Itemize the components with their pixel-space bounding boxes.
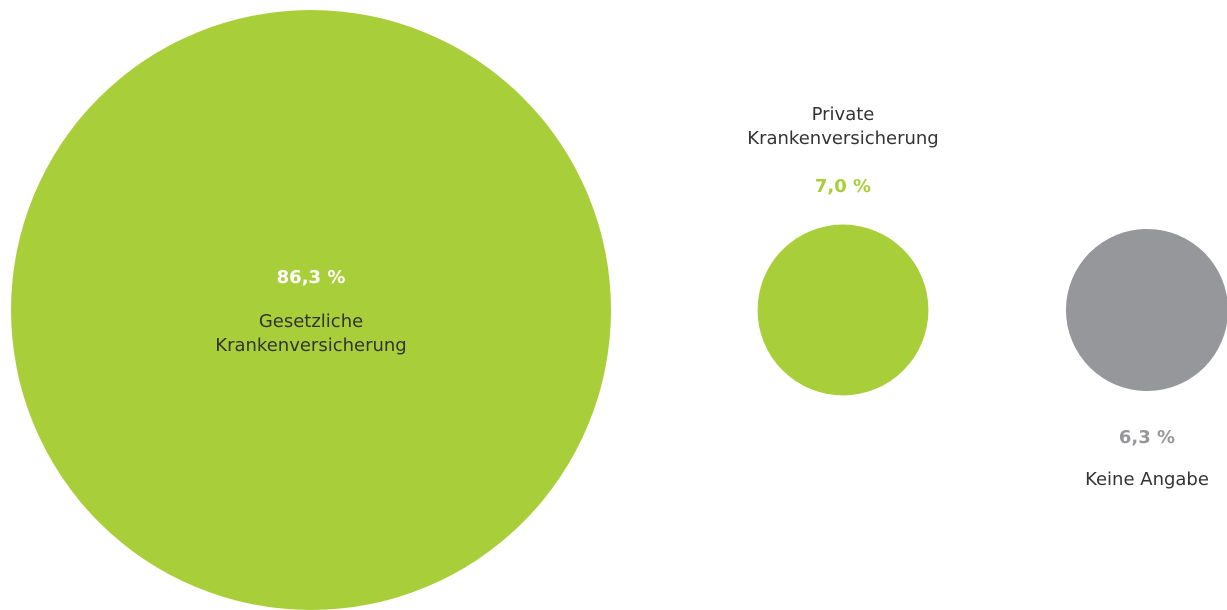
bubble <box>11 10 611 610</box>
value-label: 86,3 % <box>276 267 346 288</box>
bubble <box>1065 228 1227 392</box>
value-label: 6,3 % <box>1118 427 1176 448</box>
category-label: Keine Angabe <box>1085 469 1209 490</box>
bubble <box>757 224 929 396</box>
value-label: 7,0 % <box>814 176 872 197</box>
category-label: Gesetzliche Krankenversicherung <box>215 311 407 356</box>
category-label: Private Krankenversicherung <box>747 104 939 149</box>
